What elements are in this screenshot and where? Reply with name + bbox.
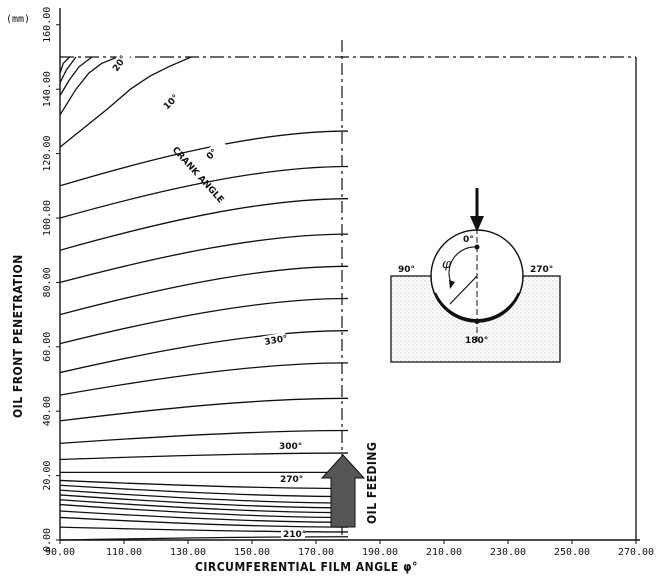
contour-line — [59, 165, 349, 219]
x-tick-label: 230.00 — [490, 547, 526, 558]
contour-line — [59, 489, 349, 504]
contour-line — [59, 233, 349, 284]
contour-line — [59, 499, 349, 514]
contour-line — [59, 56, 71, 74]
contour-angle-label: 330° — [264, 334, 289, 348]
inset-feed-arrow-head — [470, 216, 484, 232]
contour-label-bg — [202, 138, 227, 163]
inset-label-phi: φ — [442, 257, 452, 272]
contour-line — [59, 526, 349, 533]
contour-line — [59, 429, 349, 445]
contour-angle-label: 270° — [280, 475, 303, 485]
contour-line — [59, 362, 349, 396]
phi-radius-line — [449, 275, 478, 305]
contour-line — [59, 516, 349, 528]
contour-line — [59, 494, 349, 509]
y-tick-label: 160.00 — [42, 7, 53, 43]
y-tick-label: 100.00 — [42, 200, 53, 236]
y-axis-title: OIL FRONT PENETRATION — [11, 254, 25, 418]
contour-label-bg — [281, 528, 305, 539]
x-tick-label: 190.00 — [362, 547, 398, 558]
contour-line — [59, 397, 349, 422]
y-tick-label: 140.00 — [42, 71, 53, 107]
x-tick-label: 130.00 — [170, 547, 206, 558]
x-axis-title: CIRCUMFERENTIAL FILM ANGLE φ° — [195, 560, 418, 574]
x-tick-label: 250.00 — [554, 547, 590, 558]
inset-label-90: 90° — [398, 265, 415, 275]
x-tick-label: 110.00 — [106, 547, 142, 558]
contour-line — [59, 56, 192, 148]
y-tick-label: 0.00 — [42, 528, 53, 552]
contour-line — [59, 56, 77, 84]
phi-arc — [448, 246, 478, 286]
x-tick-label: 170.00 — [298, 547, 334, 558]
contour-line — [59, 452, 349, 461]
x-tick-label: 210.00 — [426, 547, 462, 558]
contour-lines — [59, 56, 349, 541]
contour-line — [59, 297, 349, 345]
y-tick-label: 120.00 — [42, 136, 53, 172]
contour-label-bg — [108, 48, 132, 75]
contour-labels: 20°10°0°330°300°270°210° — [108, 48, 306, 540]
y-tick-label: 20.00 — [42, 461, 53, 491]
phi-arrowhead — [449, 280, 455, 289]
inset-bottom-dot — [475, 320, 479, 324]
y-unit-label: (mm) — [6, 14, 30, 25]
contour-line — [59, 56, 118, 116]
contour-angle-label: 210° — [283, 530, 306, 540]
contour-label-bg — [278, 473, 302, 484]
contour-line — [59, 130, 349, 187]
contour-line — [59, 479, 349, 490]
contour-line — [59, 503, 349, 519]
contour-line — [59, 330, 349, 374]
contour-line — [59, 484, 349, 498]
y-ticks: 0.00 20.00 40.00 60.00 80.00 100.00 120.00 140.… — [42, 7, 60, 552]
contour-angle-label: 300° — [279, 442, 302, 452]
oil-feeding-arrow — [320, 454, 366, 528]
inset-label-180: 180° — [465, 336, 488, 346]
contour-line — [59, 536, 349, 541]
contour-line — [59, 56, 93, 96]
x-ticks: 90.00 110.00 130.00 150.00 170.00 190.00 210.0… — [45, 540, 654, 558]
contour-line — [59, 510, 349, 523]
bearing-inset: 0° 90° 270° 180° φ — [390, 188, 561, 363]
x-tick-label: 270.00 — [618, 547, 654, 558]
contour-label-bg — [261, 332, 288, 348]
x-tick-label: 150.00 — [234, 547, 270, 558]
oil-feeding-label: OIL FEEDING — [365, 442, 379, 524]
contour-label-bg — [159, 88, 184, 113]
y-tick-label: 80.00 — [42, 267, 53, 297]
contour-line — [59, 265, 349, 316]
y-tick-label: 40.00 — [42, 396, 53, 426]
x-tick-label: 90.00 — [45, 547, 75, 558]
inset-label-0: 0° — [463, 235, 474, 245]
inset-label-270: 270° — [530, 265, 553, 275]
contour-line — [59, 198, 349, 251]
y-tick-label: 60.00 — [42, 332, 53, 362]
contour-label-bg — [277, 440, 301, 451]
